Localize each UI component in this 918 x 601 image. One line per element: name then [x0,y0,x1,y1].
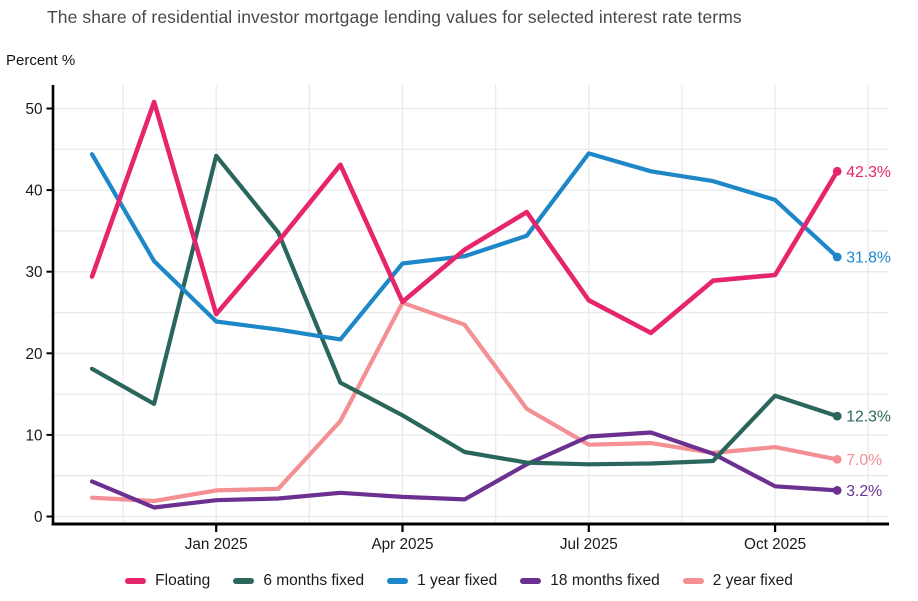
series-end-dot-floating [832,166,842,176]
legend-label-2-year-fixed: 2 year fixed [712,572,793,589]
legend-label-1-year-fixed: 1 year fixed [417,572,498,589]
series-line-18-months-fixed [89,430,840,510]
axes [46,85,889,532]
y-tick-label: 40 [25,183,42,200]
legend-item-6-months-fixed: 6 months fixed [233,572,364,590]
series-end-label-1-year-fixed: 31.8% [846,250,891,267]
legend-swatch-2-year-fixed [682,578,704,584]
y-tick-label: 20 [25,346,42,363]
series-end-label-2-year-fixed: 7.0% [846,452,882,469]
x-tick-label: Oct 2025 [744,536,806,553]
legend-swatch-18-months-fixed [520,578,542,584]
x-tick-label: Jul 2025 [560,536,618,553]
chart-title: The share of residential investor mortga… [47,7,742,27]
legend-item-floating: Floating [125,572,210,590]
series-end-dot-1-year-fixed [832,252,842,262]
legend-label-18-months-fixed: 18 months fixed [550,572,660,589]
series-end-label-18-months-fixed: 3.2% [846,483,882,500]
legend-swatch-1-year-fixed [387,578,409,584]
series-end-dot-18-months-fixed [832,485,842,495]
x-tick-label: Jan 2025 [185,536,248,553]
series-end-label-floating: 42.3% [846,164,891,181]
y-tick-label: 30 [25,264,42,281]
legend: Floating 6 months fixed 1 year fixed 18 mon… [0,567,918,595]
legend-item-2-year-fixed: 2 year fixed [682,572,793,590]
legend-label-floating: Floating [155,572,211,589]
legend-swatch-6-months-fixed [233,578,255,584]
series-line-6-months-fixed [89,153,840,467]
series-line-floating [89,99,840,336]
series-line-1-year-fixed [89,151,840,342]
series-end-dot-6-months-fixed [832,411,842,421]
series-end-dot-2-year-fixed [832,454,842,464]
y-axis-unit-label: Percent % [6,52,76,69]
legend-swatch-floating [125,578,147,584]
x-tick-label: Apr 2025 [371,536,433,553]
series-line-2-year-fixed [89,300,840,504]
legend-item-1-year-fixed: 1 year fixed [387,572,497,590]
y-tick-label: 0 [34,509,43,526]
legend-item-18-months-fixed: 18 months fixed [520,572,660,590]
y-tick-label: 10 [25,427,42,444]
gridlines [53,85,889,522]
series-end-label-6-months-fixed: 12.3% [846,409,891,426]
y-tick-label: 50 [25,101,42,118]
legend-label-6-months-fixed: 6 months fixed [263,572,365,589]
